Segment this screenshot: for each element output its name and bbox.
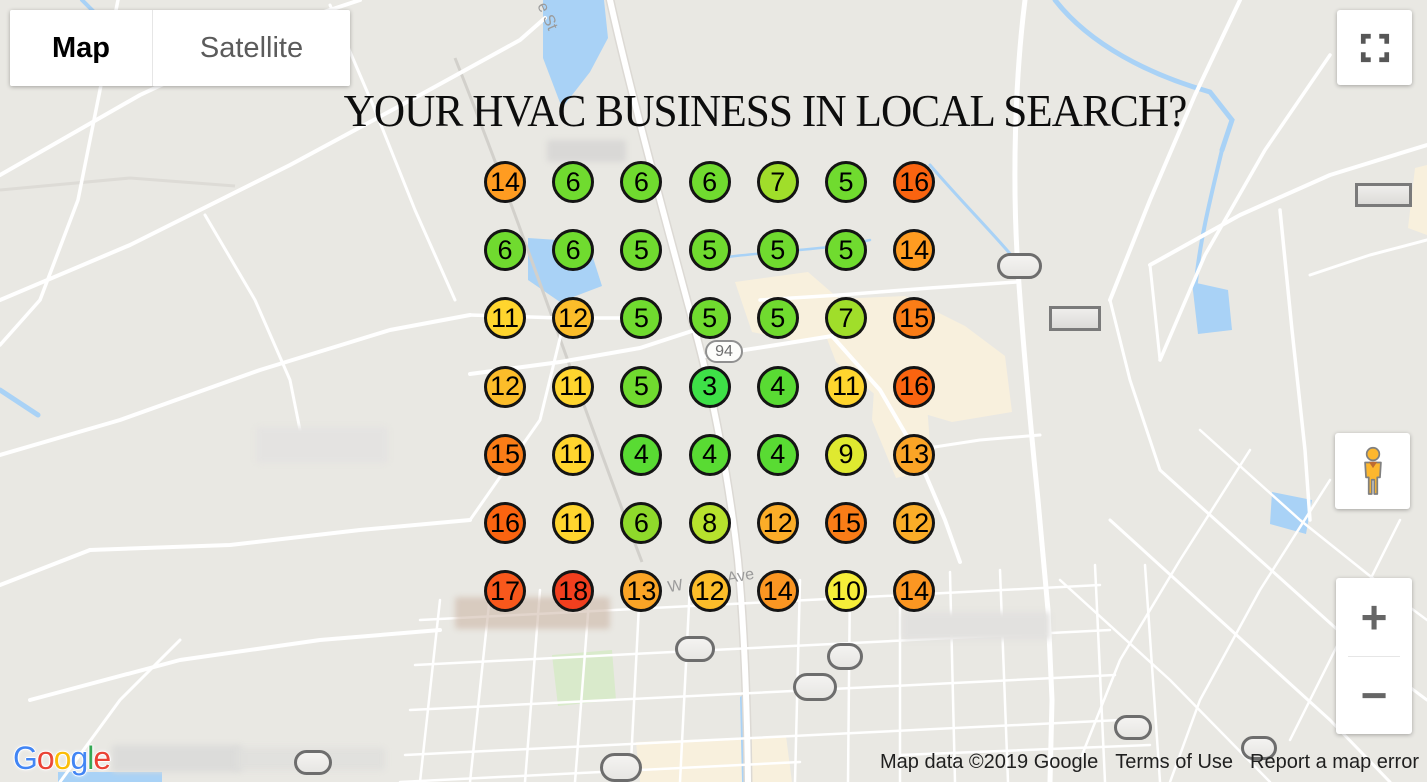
rank-circle[interactable]: 4 bbox=[756, 365, 799, 408]
rank-circle[interactable]: 4 bbox=[620, 433, 663, 476]
route-badge-94: 94 bbox=[705, 340, 743, 363]
rank-circle[interactable]: 11 bbox=[484, 297, 526, 340]
redacted-route-badge bbox=[1241, 736, 1277, 760]
google-logo-letter: o bbox=[36, 740, 55, 776]
rank-circle[interactable]: 5 bbox=[620, 297, 663, 340]
rank-circle[interactable]: 5 bbox=[688, 297, 731, 340]
rank-circle[interactable]: 10 bbox=[825, 570, 867, 613]
rank-circle[interactable]: 11 bbox=[552, 502, 595, 544]
rank-circle[interactable]: 13 bbox=[893, 433, 936, 476]
rank-circle[interactable]: 5 bbox=[825, 161, 867, 203]
pegman-button[interactable] bbox=[1335, 433, 1410, 509]
rank-circle[interactable]: 6 bbox=[688, 161, 731, 203]
rank-circle[interactable]: 11 bbox=[825, 365, 867, 408]
rank-circle[interactable]: 14 bbox=[756, 570, 799, 613]
terms-of-use-link[interactable]: Terms of Use bbox=[1115, 751, 1234, 773]
rank-circle[interactable]: 12 bbox=[484, 365, 526, 408]
rank-circle[interactable]: 5 bbox=[756, 229, 799, 272]
rank-circle[interactable]: 9 bbox=[825, 433, 867, 476]
rank-circle[interactable]: 5 bbox=[825, 229, 867, 272]
rank-circle[interactable]: 16 bbox=[893, 161, 936, 203]
redacted-route-badge bbox=[997, 253, 1042, 279]
rank-circle[interactable]: 4 bbox=[756, 433, 799, 476]
rank-circle[interactable]: 15 bbox=[893, 297, 936, 340]
rank-circle[interactable]: 16 bbox=[893, 365, 936, 408]
google-logo-letter: G bbox=[13, 740, 38, 776]
rank-circle[interactable]: 16 bbox=[484, 502, 526, 544]
rank-circle[interactable]: 6 bbox=[484, 229, 526, 272]
redacted-route-badge bbox=[793, 673, 837, 701]
rank-circle[interactable]: 6 bbox=[620, 502, 663, 544]
redacted-route-badge bbox=[675, 636, 715, 662]
page-title: YOUR HVAC BUSINESS IN LOCAL SEARCH? bbox=[343, 85, 1188, 136]
rank-circle[interactable]: 6 bbox=[552, 229, 595, 272]
rank-circle[interactable]: 4 bbox=[688, 433, 731, 476]
zoom-control: + − bbox=[1336, 578, 1412, 734]
railway-line bbox=[453, 57, 644, 563]
redacted-route-badge bbox=[827, 643, 863, 670]
fullscreen-button[interactable] bbox=[1337, 10, 1412, 85]
pegman-icon bbox=[1363, 446, 1382, 495]
rank-circle[interactable]: 13 bbox=[620, 570, 663, 613]
rank-circle[interactable]: 12 bbox=[756, 502, 799, 544]
rank-circle[interactable]: 12 bbox=[688, 570, 731, 613]
fullscreen-icon bbox=[1360, 33, 1389, 62]
satellite-button[interactable]: Satellite bbox=[152, 10, 350, 86]
rank-circle[interactable]: 17 bbox=[484, 570, 526, 613]
rank-circle[interactable]: 5 bbox=[688, 229, 731, 272]
rank-circle[interactable]: 3 bbox=[688, 365, 731, 408]
map-type-control: Map Satellite bbox=[10, 10, 350, 86]
rank-circle[interactable]: 12 bbox=[552, 297, 595, 340]
google-logo-letter: e bbox=[93, 740, 111, 776]
rank-circle[interactable]: 14 bbox=[893, 229, 936, 272]
rank-circle[interactable]: 15 bbox=[484, 433, 526, 476]
redacted-route-badge bbox=[1355, 183, 1412, 207]
redacted-route-badge bbox=[1049, 306, 1101, 331]
zoom-in-button[interactable]: + bbox=[1336, 578, 1412, 656]
google-logo-letter: o bbox=[53, 740, 72, 776]
redacted-route-badge bbox=[294, 750, 332, 775]
google-logo[interactable]: Google bbox=[13, 740, 111, 777]
rank-circle[interactable]: 14 bbox=[484, 161, 526, 203]
redacted-route-badge bbox=[1114, 715, 1152, 740]
rank-circle[interactable]: 18 bbox=[552, 570, 595, 613]
rank-circle[interactable]: 6 bbox=[620, 161, 663, 203]
rank-circle[interactable]: 11 bbox=[552, 433, 595, 476]
rank-circle[interactable]: 15 bbox=[825, 502, 867, 544]
redacted-label bbox=[547, 140, 626, 162]
street-label: W bbox=[666, 576, 685, 597]
rank-circle[interactable]: 7 bbox=[756, 161, 799, 203]
zoom-divider bbox=[1348, 655, 1400, 657]
rank-circle[interactable]: 12 bbox=[893, 502, 936, 544]
redacted-label bbox=[902, 612, 1050, 640]
rank-circle[interactable]: 8 bbox=[688, 502, 731, 544]
rank-circle[interactable]: 6 bbox=[552, 161, 595, 203]
rank-circle[interactable]: 5 bbox=[756, 297, 799, 340]
map-attribution: Map data ©2019 Google Terms of Use Repor… bbox=[880, 751, 1419, 774]
rank-circle[interactable]: 7 bbox=[825, 297, 867, 340]
redacted-route-badge bbox=[600, 753, 642, 782]
redacted-label bbox=[256, 427, 388, 463]
rank-circle[interactable]: 5 bbox=[620, 365, 663, 408]
rank-circle[interactable]: 11 bbox=[552, 365, 595, 408]
rank-circle[interactable]: 14 bbox=[893, 570, 936, 613]
zoom-out-button[interactable]: − bbox=[1336, 657, 1412, 735]
rank-circle[interactable]: 5 bbox=[620, 229, 663, 272]
map-data-text: Map data ©2019 Google bbox=[879, 751, 1099, 773]
zoom-out-icon: − bbox=[1360, 669, 1388, 722]
google-logo-letter: l bbox=[87, 740, 94, 776]
report-map-error-link[interactable]: Report a map error bbox=[1250, 751, 1419, 773]
map-button[interactable]: Map bbox=[10, 10, 152, 86]
redacted-label bbox=[112, 745, 242, 772]
zoom-in-icon: + bbox=[1360, 590, 1388, 643]
google-logo-letter: g bbox=[70, 740, 88, 776]
minor-gray-road bbox=[0, 176, 236, 192]
